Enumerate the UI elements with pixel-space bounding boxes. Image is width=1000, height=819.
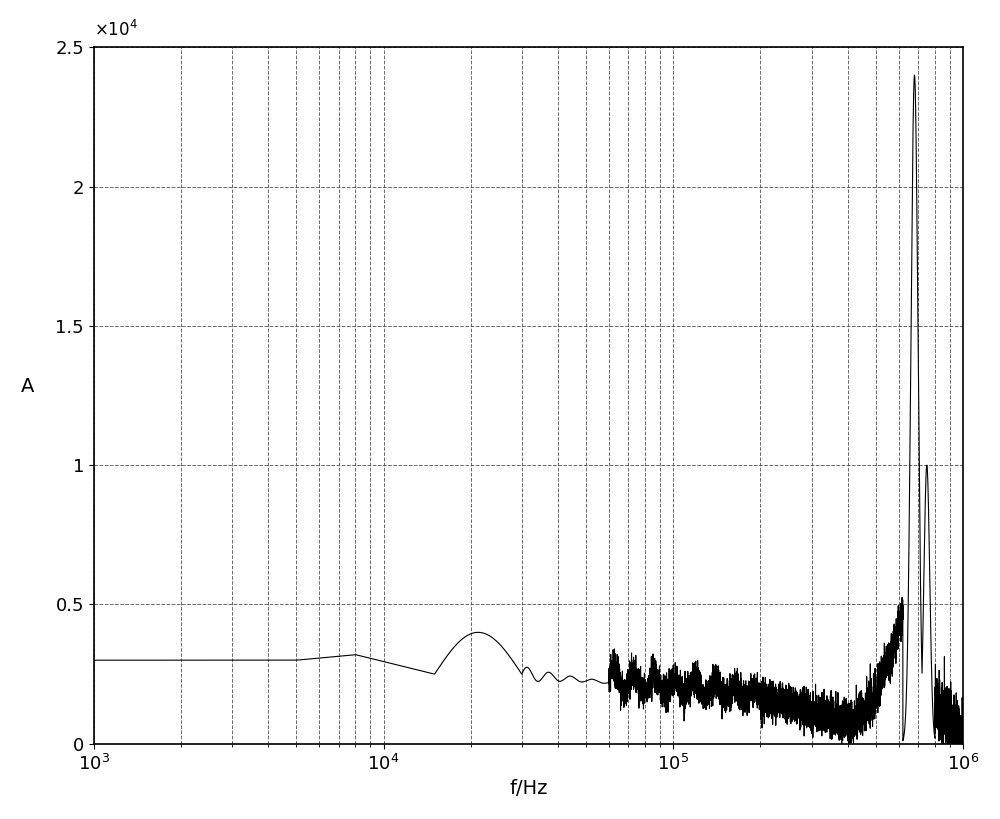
Y-axis label: A: A — [21, 377, 34, 396]
X-axis label: f/Hz: f/Hz — [509, 779, 548, 799]
Text: $\times\mathdefault{10}^{\mathdefault{4}}$: $\times\mathdefault{10}^{\mathdefault{4}… — [94, 20, 138, 40]
